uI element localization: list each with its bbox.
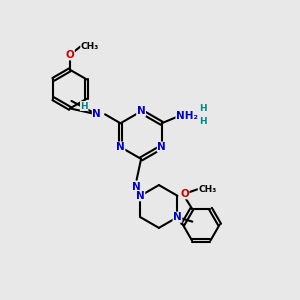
Text: O: O (66, 50, 74, 60)
Text: N: N (173, 212, 182, 222)
Text: NH₂: NH₂ (176, 111, 198, 121)
Text: N: N (136, 191, 145, 201)
Text: N: N (92, 109, 101, 119)
Text: H: H (80, 101, 88, 110)
Text: N: N (132, 182, 141, 192)
Text: CH₃: CH₃ (198, 185, 217, 194)
Text: CH₃: CH₃ (81, 42, 99, 51)
Text: H: H (200, 117, 207, 126)
Text: O: O (180, 189, 189, 199)
Text: H: H (200, 104, 207, 113)
Text: N: N (137, 106, 146, 116)
Text: N: N (157, 142, 166, 152)
Text: N: N (116, 142, 125, 152)
